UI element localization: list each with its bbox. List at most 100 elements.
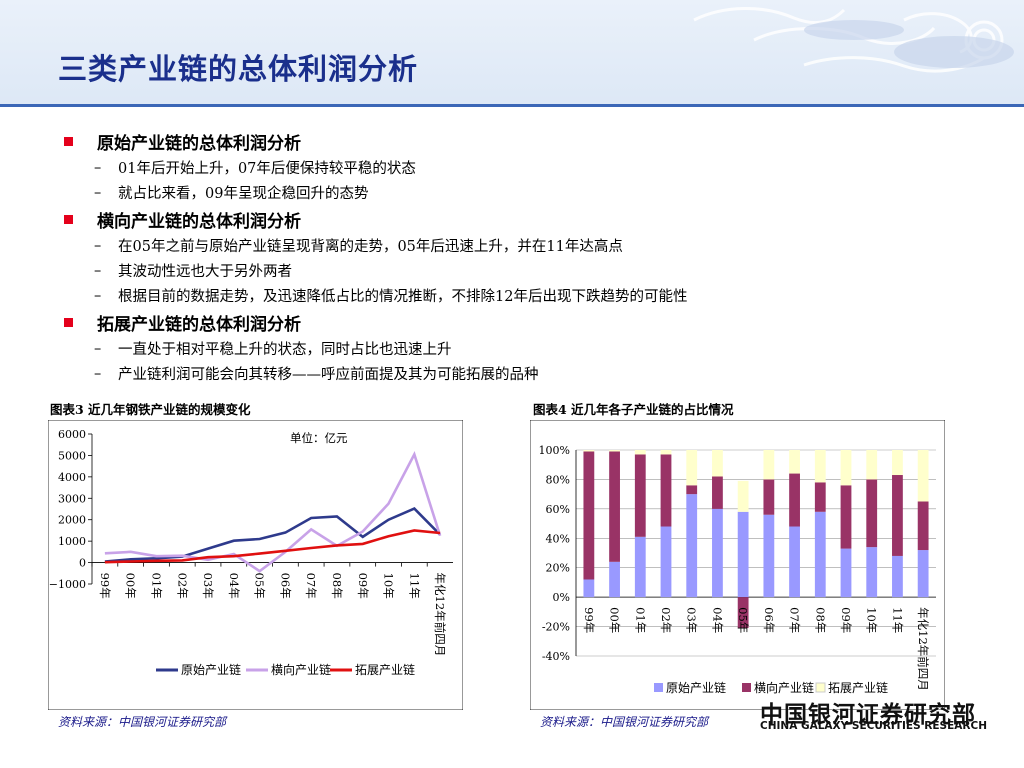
y-tick-label: 40%: [546, 532, 570, 545]
x-tick-label: 05年: [253, 573, 267, 599]
legend-label: 横向产业链: [754, 680, 814, 695]
legend-label: 原始产业链: [666, 680, 726, 695]
y-tick-label: -40%: [542, 650, 570, 663]
chart1-caption: 图表3 近几年钢铁产业链的规模变化: [50, 402, 251, 417]
bar-segment-3: [660, 450, 672, 455]
bar-segment-1: [634, 536, 646, 598]
y-tick-label: 100%: [539, 444, 570, 457]
bar-segment-2: [789, 473, 800, 527]
bar-segment-2: [634, 454, 646, 537]
legend-label: 拓展产业链: [355, 662, 415, 677]
bar-segment-2: [737, 597, 749, 629]
bar-segment-2: [892, 475, 903, 556]
line-chart: −1000 0 1000 2000 3000 4000 5000 6000 99年 00年 01年 0…: [48, 420, 463, 710]
y-tick-label: 4000: [58, 471, 86, 484]
bar-segment-3: [686, 450, 698, 486]
list-item: – 一直处于相对平稳上升的状态，同时占比也迅速上升: [62, 336, 1002, 361]
y-tick-label: 6000: [58, 428, 86, 441]
section-heading-text: 横向产业链的总体利润分析: [97, 211, 301, 232]
list-item-text: 根据目前的数据走势，及迅速降低占比的情况推断，不排除12年后出现下跌趋势的可能性: [118, 289, 688, 305]
bar-segment-1: [917, 550, 929, 598]
series-line-1: [104, 507, 442, 563]
logo-en: CHINA GALAXY SECURITIES RESEARCH: [760, 720, 988, 732]
bar-segment-2: [583, 451, 595, 580]
x-tick-label: 08年: [813, 607, 827, 633]
x-tick-label: 00年: [124, 573, 138, 599]
bar-segment-1: [737, 511, 749, 598]
list-item-text: 在05年之前与原始产业链呈现背离的走势，05年后迅速上升，并在11年达高点: [118, 239, 623, 255]
x-tick-label: 02年: [175, 573, 189, 599]
list-item-text: 就占比来看，09年呈现企稳回升的态势: [118, 186, 369, 202]
y-tick-label: 1000: [58, 535, 86, 548]
list-item: –01年后开始上升，07年后便保持较平稳的状态: [62, 155, 1002, 180]
y-tick-label: 20%: [546, 562, 570, 575]
y-tick-label: 60%: [546, 503, 570, 516]
x-tick-label: 年化12年前四月: [433, 573, 447, 657]
source-note-left: 资料来源：中国银河证券研究部: [58, 715, 227, 729]
bar-segment-1: [763, 514, 775, 598]
x-tick-label: 03年: [685, 607, 699, 633]
bar-segment-3: [840, 450, 852, 486]
x-tick-label: 99年: [98, 573, 112, 599]
cloud-swirl-decoration: [693, 7, 1014, 73]
list-item-text: 其波动性远也大于另外两者: [118, 264, 292, 280]
legend-swatch: [654, 683, 663, 692]
bar-segment-1: [660, 526, 672, 598]
section-heading-text: 拓展产业链的总体利润分析: [97, 314, 301, 335]
bar-segment-3: [789, 450, 800, 474]
bar-segment-3: [814, 450, 826, 483]
chart-frame: [48, 420, 463, 710]
page-title: 三类产业链的总体利润分析: [58, 52, 419, 86]
bar-segment-2: [712, 476, 723, 509]
bar-segment-3: [609, 450, 620, 452]
bar-segment-3: [583, 450, 595, 452]
x-tick-label: 06年: [762, 607, 776, 633]
x-tick-label: 年化12年前四月: [916, 607, 930, 691]
x-tick-label: 10年: [865, 607, 879, 633]
x-tick-label: 07年: [304, 573, 318, 599]
legend-label: 原始产业链: [181, 662, 241, 677]
section-heading-2: 横向产业链的总体利润分析: [62, 205, 1002, 233]
source-note-right: 资料来源：中国银河证券研究部: [540, 715, 709, 729]
list-item-text: 01年后开始上升，07年后便保持较平稳的状态: [118, 161, 416, 177]
list-item: – 根据目前的数据走势，及迅速降低占比的情况推断，不排除12年后出现下跌趋势的可能…: [62, 283, 1002, 308]
x-tick-label: 11年: [407, 573, 421, 599]
x-tick-label: 01年: [633, 607, 647, 633]
bar-segment-1: [609, 561, 620, 598]
list-item: – 就占比来看，09年呈现企稳回升的态势: [62, 180, 1002, 205]
x-tick-label: 02年: [659, 607, 673, 633]
x-tick-label: 06年: [278, 573, 292, 599]
legend-label: 拓展产业链: [828, 680, 888, 695]
bar-segment-2: [660, 454, 672, 527]
section-heading-1: 原始产业链的总体利润分析: [62, 127, 1002, 155]
section-heading-text: 原始产业链的总体利润分析: [97, 133, 301, 154]
list-item: – 产业链利润可能会向其转移——呼应前面提及其为可能拓展的品种: [62, 361, 1002, 386]
x-tick-label: 00年: [608, 607, 622, 633]
bar-segment-1: [840, 548, 852, 598]
bullet-square-icon: [64, 317, 73, 327]
bar-segment-1: [583, 579, 595, 598]
x-tick-label: 04年: [710, 607, 724, 633]
section-heading-3: 拓展产业链的总体利润分析: [62, 308, 1002, 336]
stacked-bar-chart: -40% -20% 0% 20% 40% 60% 80% 100% 99年 00年 01年 02年 03…: [530, 420, 945, 710]
chart2-caption: 图表4 近几年各子产业链的占比情况: [533, 402, 734, 417]
bar-segment-1: [686, 494, 698, 598]
bar-segment-2: [866, 479, 878, 548]
x-tick-label: 99年: [582, 607, 596, 633]
bar-segment-2: [917, 501, 929, 551]
y-tick-label: -20%: [542, 621, 570, 634]
x-tick-label: 05年: [736, 607, 750, 633]
list-item-text: 一直处于相对平稳上升的状态，同时占比也迅速上升: [118, 342, 452, 358]
bar-segment-1: [814, 511, 826, 598]
bullet-list: 原始产业链的总体利润分析 –01年后开始上升，07年后便保持较平稳的状态 – 就占…: [62, 127, 1002, 386]
x-tick-label: 11年: [890, 607, 904, 633]
y-tick-label: 0%: [553, 591, 570, 604]
legend-swatch: [742, 683, 751, 692]
x-tick-label: 07年: [788, 607, 802, 633]
bar-segment-3: [892, 450, 903, 476]
series-line-2: [104, 450, 442, 573]
bar-segment-3: [634, 450, 646, 455]
bar-segment-3: [917, 450, 929, 502]
legend-swatch: [815, 682, 826, 693]
bar-segment-2: [686, 485, 698, 495]
